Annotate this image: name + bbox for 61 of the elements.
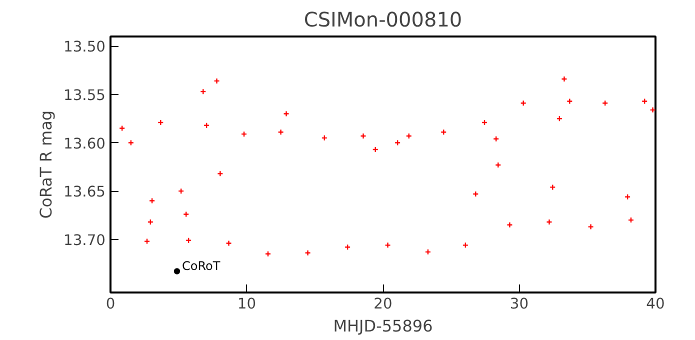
point [406, 132, 412, 140]
point [440, 129, 447, 136]
point [217, 170, 224, 177]
y-tick-label: 13.60 [64, 135, 106, 152]
x-tick-label: 10 [237, 296, 256, 312]
point [183, 211, 190, 218]
point [360, 132, 366, 140]
point [185, 237, 192, 244]
point [628, 216, 634, 224]
point [226, 240, 232, 246]
point [588, 224, 594, 230]
x-tick-label: 0 [106, 296, 116, 312]
point [372, 146, 378, 153]
point [481, 119, 488, 126]
point [240, 130, 248, 138]
point [321, 134, 328, 142]
point [283, 110, 290, 117]
point [492, 136, 500, 142]
point [462, 242, 469, 248]
point [394, 140, 401, 146]
point [118, 125, 126, 132]
y-tick-label: 13.65 [64, 184, 106, 201]
point [561, 76, 568, 82]
point [424, 248, 432, 256]
chart-title: CSIMon-000810 [304, 8, 462, 32]
y-tick-label: 13.50 [64, 38, 106, 56]
point [495, 162, 502, 168]
point [214, 78, 220, 84]
point [203, 122, 210, 128]
point [556, 116, 563, 122]
point [566, 98, 573, 104]
y-tick-label: 13.55 [64, 86, 106, 104]
point [506, 222, 513, 228]
point [602, 100, 608, 106]
x-tick-label: 30 [510, 296, 529, 312]
point [304, 250, 311, 256]
x-tick-label: 40 [646, 296, 665, 312]
point [624, 194, 631, 200]
point [158, 119, 164, 126]
point [128, 140, 134, 146]
point [344, 244, 351, 250]
point [264, 250, 272, 257]
point [178, 188, 184, 194]
point [144, 238, 150, 244]
point [550, 184, 556, 190]
point [200, 88, 206, 95]
point [642, 98, 648, 104]
point [147, 218, 154, 226]
point [148, 198, 156, 204]
point [520, 100, 526, 106]
x-axis-title: MHJD-55896 [333, 316, 433, 336]
x-tick-label: 20 [374, 296, 392, 312]
point [650, 106, 656, 114]
y-axis-title: CoRaT R mag [36, 110, 56, 219]
point [546, 218, 552, 226]
point [472, 190, 479, 198]
y-tick-label: 13.70 [64, 232, 106, 249]
point [174, 268, 180, 274]
point [278, 129, 284, 136]
point [384, 242, 391, 248]
series-label: CoRoT [182, 259, 221, 274]
